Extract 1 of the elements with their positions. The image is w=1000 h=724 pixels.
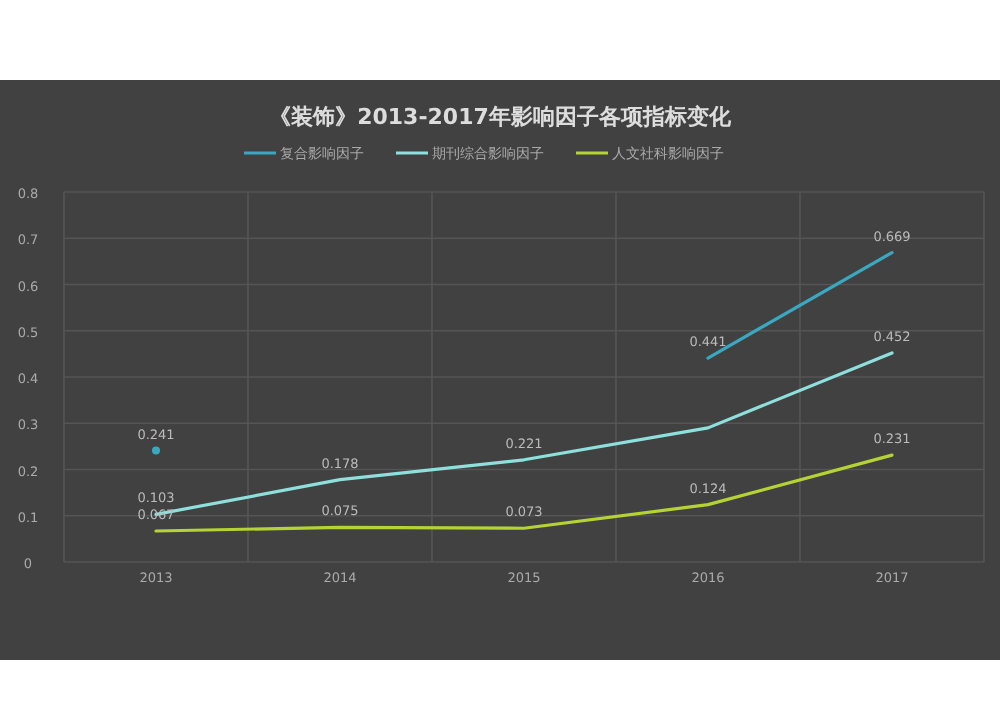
chart-title: 《装饰》2013-2017年影响因子各项指标变化: [269, 104, 733, 130]
